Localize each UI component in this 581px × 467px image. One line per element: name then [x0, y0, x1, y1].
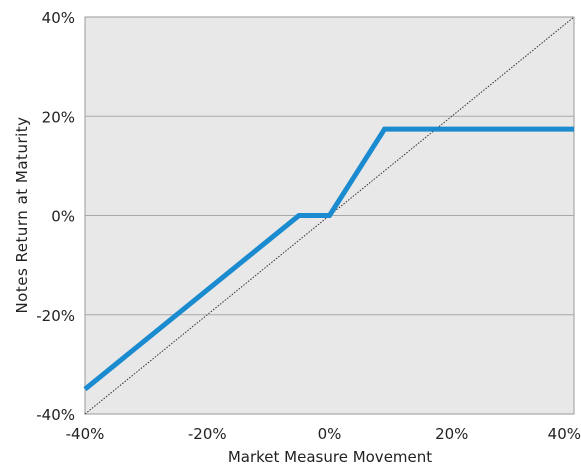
x-tick-label: 0%	[318, 425, 342, 443]
x-axis-label: Market Measure Movement	[228, 448, 432, 466]
y-axis-label: Notes Return at Maturity	[13, 116, 31, 313]
x-tick-labels: -40% -20% 0% 20% 40%	[66, 425, 581, 443]
y-tick-label: -40%	[36, 406, 75, 424]
y-tick-label: -20%	[36, 307, 75, 325]
x-tick-label: -20%	[188, 425, 227, 443]
y-tick-label: 40%	[42, 9, 75, 27]
series-lines	[83, 16, 575, 415]
x-tick-label: -40%	[66, 425, 105, 443]
x-tick-label: 20%	[435, 425, 468, 443]
notes-return-line	[83, 126, 574, 392]
y-tick-labels: -40% -20% 0% 20% 40%	[36, 9, 75, 424]
y-tick-label: 20%	[42, 108, 75, 126]
y-tick-label: 0%	[51, 208, 75, 226]
x-tick-label: 40%	[548, 425, 581, 443]
